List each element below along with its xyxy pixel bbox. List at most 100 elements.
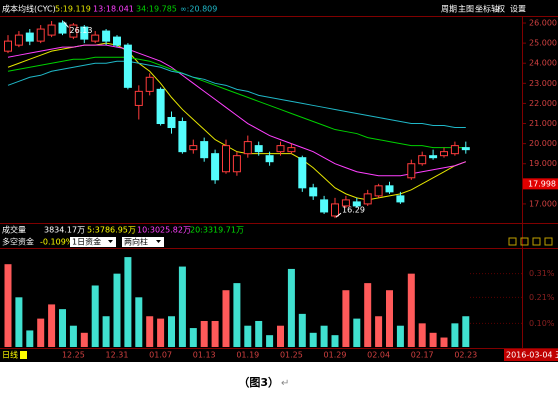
candle-body — [36, 28, 45, 42]
fund-bar — [59, 309, 66, 347]
y-tick-label: 21.000 — [529, 119, 557, 128]
y-tick-label: 20.000 — [529, 139, 557, 148]
legend-entry: 13:18.041 — [93, 5, 134, 14]
y-tick-label: 23.000 — [529, 79, 557, 88]
x-tick-label: 02.23 — [454, 351, 477, 360]
background — [0, 0, 558, 362]
fund-bar — [364, 283, 372, 347]
candle-body — [363, 193, 372, 205]
paragraph-mark: ↵ — [281, 378, 289, 389]
candle-body — [47, 24, 56, 36]
fund-bar — [15, 297, 23, 347]
fund-bar — [396, 325, 404, 347]
dropdown-arrow — [108, 240, 113, 243]
fund-bar — [80, 332, 88, 347]
fund-bar — [451, 323, 459, 347]
volume-ma: 20:3319.71万 — [190, 226, 244, 235]
candle-body — [320, 199, 329, 213]
candle-body — [91, 34, 100, 42]
candle-body — [331, 203, 339, 217]
candle-body — [243, 141, 252, 155]
legend-entry: 5:19.119 — [55, 5, 91, 14]
y-tick-label: 0.31% — [529, 269, 555, 278]
volume-value: 3834.17万 — [44, 226, 85, 235]
toolbar-item[interactable]: 主图 — [458, 4, 474, 14]
select[interactable] — [122, 237, 164, 247]
candle-body — [276, 145, 285, 153]
high-label: 26.13 — [70, 26, 93, 35]
candle-body — [145, 76, 154, 92]
caption: （图3） — [238, 376, 279, 389]
fund-bar — [353, 318, 361, 347]
legend-entry: ∞:20.809 — [180, 5, 217, 14]
icon — [20, 351, 27, 359]
candle-body — [14, 34, 23, 46]
annotation-arrow — [335, 212, 342, 218]
candle-body — [222, 145, 230, 173]
candle-body — [189, 145, 198, 151]
candle-body — [418, 155, 427, 165]
fund-bar — [113, 273, 121, 347]
y-tick-label: 22.000 — [529, 99, 557, 108]
fund-bar — [4, 264, 12, 347]
fund-bar — [178, 266, 186, 347]
candle-body — [341, 199, 350, 207]
fund-bar — [418, 323, 426, 347]
toolbar-item[interactable]: 权 — [497, 4, 505, 14]
candle-body — [265, 155, 274, 163]
fund-bar — [157, 318, 165, 347]
candle-body — [156, 88, 165, 125]
y-tick-label: 25.000 — [529, 39, 557, 48]
fund-bar — [255, 320, 263, 347]
fund-bar — [266, 335, 274, 347]
volume-title: 成交量 — [2, 225, 26, 235]
candle-body — [80, 26, 89, 40]
fund-bar — [135, 297, 143, 347]
candle-body — [450, 145, 459, 155]
low-label: 16.29 — [342, 206, 365, 215]
candle-body — [429, 155, 438, 159]
y-tick-label: 19.000 — [529, 159, 557, 168]
toolbar-item[interactable]: 设置 — [510, 4, 526, 14]
y-tick-label: 0.10% — [529, 319, 555, 328]
fund-bar — [124, 257, 132, 347]
fund-bar — [69, 325, 77, 347]
candle-body — [254, 145, 263, 153]
icon[interactable] — [508, 237, 517, 246]
current-date: 2016-03-04 五 — [506, 351, 558, 360]
x-tick-label: 02.04 — [367, 351, 390, 360]
icon[interactable] — [520, 237, 529, 246]
dropdown-arrow — [156, 240, 161, 243]
select-label[interactable]: 两向柱 — [124, 237, 148, 247]
candle-body — [113, 36, 121, 46]
x-tick-label: 01.07 — [149, 351, 172, 360]
fund-bar — [298, 313, 306, 347]
candle-body — [298, 157, 307, 189]
fund-value: -0.109% — [40, 238, 74, 247]
candle-body — [211, 153, 220, 181]
select[interactable] — [70, 237, 116, 247]
x-tick-label: 01.25 — [280, 351, 303, 360]
panel-icons — [508, 237, 553, 246]
select-label[interactable]: 1日资金 — [72, 237, 101, 247]
icon[interactable] — [544, 237, 553, 246]
annotation-arrow — [63, 21, 69, 28]
candle-body — [58, 22, 67, 34]
toolbar-item[interactable]: 周期 — [441, 5, 457, 14]
y-tick-label: 0.21% — [529, 293, 555, 302]
last-price-box — [523, 178, 558, 190]
icon[interactable] — [532, 237, 541, 246]
fund-bar — [320, 325, 328, 347]
y-tick-label: 26.000 — [529, 19, 557, 28]
candle-body — [178, 121, 187, 153]
x-tick-label: 12.31 — [106, 351, 129, 360]
toolbar-item[interactable]: 坐标轴 — [475, 4, 499, 14]
fund-bar — [429, 332, 437, 347]
ma-line — [7, 60, 466, 129]
candle-body — [461, 147, 470, 151]
legend-entry: 34:19.785 — [136, 5, 177, 14]
fund-bar — [91, 285, 99, 347]
fund-bar — [331, 335, 339, 347]
